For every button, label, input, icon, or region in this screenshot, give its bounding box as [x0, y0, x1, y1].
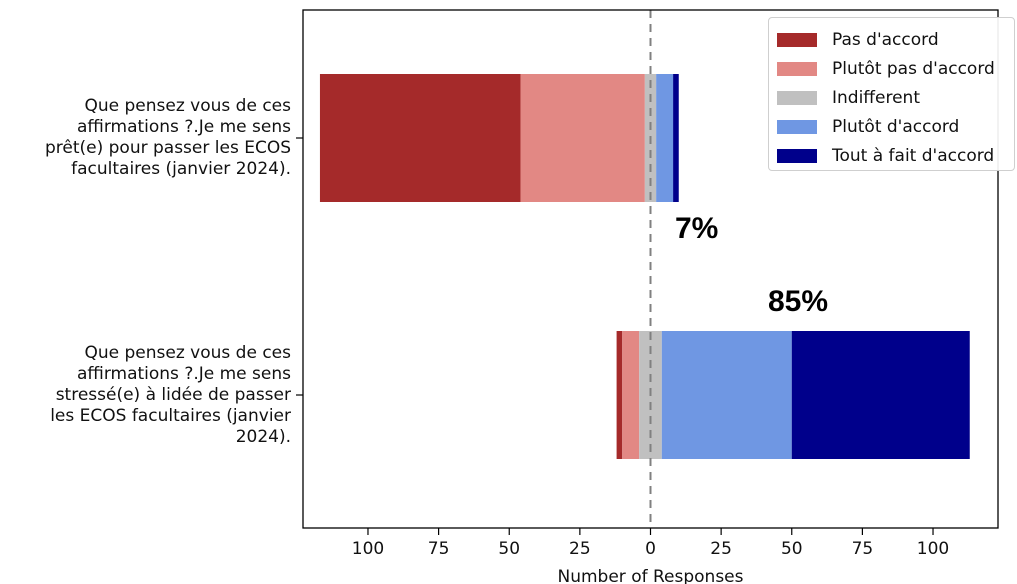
category-label-line: Que pensez vous de ces [84, 342, 292, 363]
bar-2-4 [661, 331, 792, 459]
category-label-line: Que pensez vous de ces [84, 96, 292, 116]
bar-1-5 [673, 74, 679, 202]
legend-swatch [777, 120, 817, 134]
legend-label: Indifferent [832, 88, 920, 108]
x-tick-label: 75 [428, 539, 450, 559]
bar-1-2 [520, 74, 645, 202]
legend-item: Tout à fait d'accord [777, 143, 994, 169]
x-ticks-group: 100 75 50 25 0 25 50 75 100 [352, 528, 949, 559]
category-label-line: les ECOS facultaires (janvier [50, 405, 291, 426]
legend-swatch [777, 62, 817, 76]
x-tick-label: 100 [917, 539, 949, 559]
legend-item: Indifferent [777, 85, 920, 111]
bar-2-2 [622, 331, 640, 459]
x-tick-label: 75 [852, 539, 874, 559]
bar-2-5 [791, 331, 970, 459]
category-label-2: Que pensez vous de ces affirmations ?.Je … [0, 343, 291, 448]
x-tick-label: 0 [645, 539, 656, 559]
legend-item: Pas d'accord [777, 27, 939, 53]
annotation-2: 85% [768, 285, 829, 318]
legend-label: Tout à fait d'accord [832, 146, 995, 166]
legend-swatch [777, 149, 817, 163]
x-tick-label: 25 [710, 539, 732, 559]
x-axis-label: Number of Responses [558, 567, 744, 584]
x-tick-label: 50 [781, 539, 803, 559]
bar-2-1 [616, 331, 623, 459]
category-label-line: affirmations ?.Je me sens [76, 363, 291, 384]
axes-frame [302, 9, 999, 529]
legend-item: Plutôt d'accord [777, 114, 959, 140]
category-label-line: 2024). [235, 426, 291, 447]
category-label-line: prêt(e) pour passer les ECOS [44, 138, 291, 158]
legend: Pas d'accord Plutôt pas d'accord Indiffere… [768, 17, 1015, 171]
x-tick-label: 50 [498, 539, 520, 559]
y-ticks-group [296, 137, 303, 396]
legend-label: Plutôt d'accord [832, 117, 960, 137]
x-tick-label: 25 [569, 539, 591, 559]
annotation-1: 7% [675, 212, 719, 245]
legend-label: Plutôt pas d'accord [832, 59, 995, 79]
bars-group [319, 74, 970, 459]
category-label-line: affirmations ?.Je me sens [76, 117, 291, 137]
bar-1-4 [656, 74, 674, 202]
category-label-line: facultaires (janvier 2024). [71, 159, 291, 179]
legend-swatch [777, 33, 817, 47]
x-tick-label: 100 [352, 539, 384, 559]
category-label-line: stressé(e) à lidée de passer [55, 384, 291, 405]
legend-label: Pas d'accord [832, 30, 939, 50]
legend-item: Plutôt pas d'accord [777, 56, 995, 82]
category-label-1: Que pensez vous de ces affirmations ?.Je … [0, 96, 291, 180]
bar-1-1 [319, 74, 521, 202]
legend-swatch [777, 91, 817, 105]
